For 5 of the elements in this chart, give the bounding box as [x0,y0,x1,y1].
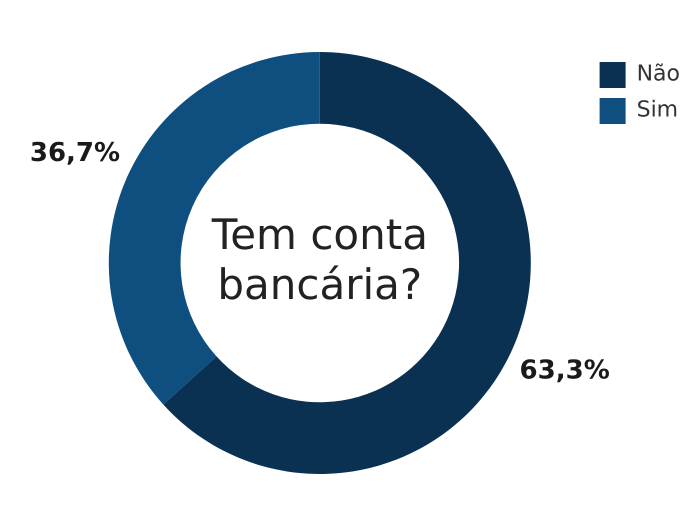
legend-label: Não [636,62,680,87]
legend-label: Sim [636,98,678,123]
data-label: 63,3% [520,355,610,386]
text: Tem conta bancária? [210,210,428,309]
data-label: 36,7% [30,138,120,168]
